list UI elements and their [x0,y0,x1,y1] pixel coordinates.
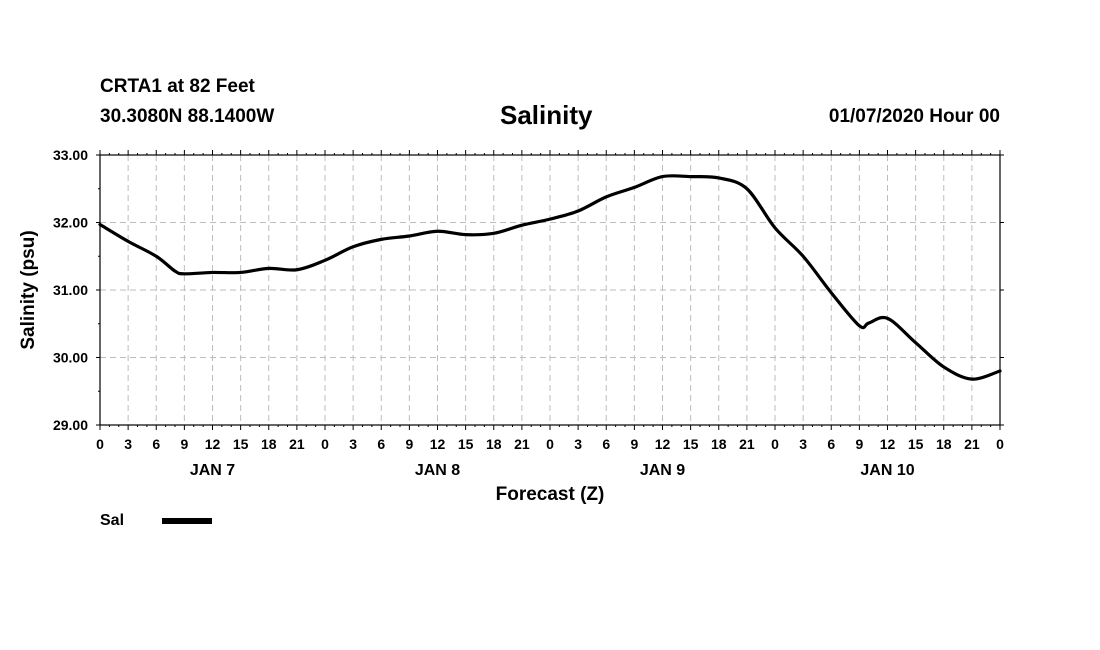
x-tick-label: 6 [827,436,835,452]
x-tick-label: 15 [683,436,699,452]
day-label: JAN 8 [415,462,460,479]
y-axis-label: Salinity (psu) [18,230,39,349]
x-tick-label: 0 [546,436,554,452]
y-tick-label: 30.00 [53,350,88,366]
y-tick-label: 32.00 [53,215,88,231]
y-tick-label: 29.00 [53,417,88,433]
x-tick-label: 21 [964,436,980,452]
x-tick-label: 9 [180,436,188,452]
x-tick-label: 0 [321,436,329,452]
grid-layer [100,155,1000,425]
x-tick-label: 12 [430,436,446,452]
x-tick-label: 9 [855,436,863,452]
x-tick-label: 15 [233,436,249,452]
y-tick-label: 33.00 [53,147,88,163]
y-tick-label: 31.00 [53,282,88,298]
legend-label: Sal [100,512,124,529]
x-tick-label: 3 [574,436,582,452]
x-tick-label: 3 [349,436,357,452]
x-tick-label: 18 [711,436,727,452]
x-tick-label: 18 [261,436,277,452]
x-tick-label: 18 [936,436,952,452]
x-tick-label: 9 [630,436,638,452]
forecast-timestamp: 01/07/2020 Hour 00 [828,106,1000,127]
ticks-layer: 29.00 30.00 31.00 32.00 33.00 0 3 6 9 12 15 18 21 0 3 6… [53,147,1004,479]
x-tick-label: 3 [799,436,807,452]
x-tick-label: 18 [486,436,502,452]
x-tick-label: 12 [880,436,896,452]
day-label: JAN 9 [640,462,685,479]
x-tick-label: 0 [996,436,1004,452]
x-tick-label: 21 [289,436,305,452]
series-layer [98,174,1002,381]
day-label: JAN 7 [190,462,235,479]
chart-title: Salinity [500,100,593,130]
x-tick-label: 0 [771,436,779,452]
legend: Sal [100,512,212,529]
x-tick-label: 21 [514,436,530,452]
x-tick-label: 0 [96,436,104,452]
x-tick-label: 6 [152,436,160,452]
x-tick-label: 6 [377,436,385,452]
x-tick-label: 21 [739,436,755,452]
day-label: JAN 10 [860,462,914,479]
x-tick-label: 6 [602,436,610,452]
x-tick-label: 12 [655,436,671,452]
series-line-sal [98,174,1002,381]
x-tick-label: 9 [405,436,413,452]
x-tick-label: 15 [908,436,924,452]
x-tick-label: 15 [458,436,474,452]
x-tick-label: 3 [124,436,132,452]
station-label: CRTA1 at 82 Feet [100,76,255,97]
x-axis-label: Forecast (Z) [496,484,605,505]
coordinates-label: 30.3080N 88.1400W [100,106,275,127]
x-tick-label: 12 [205,436,221,452]
